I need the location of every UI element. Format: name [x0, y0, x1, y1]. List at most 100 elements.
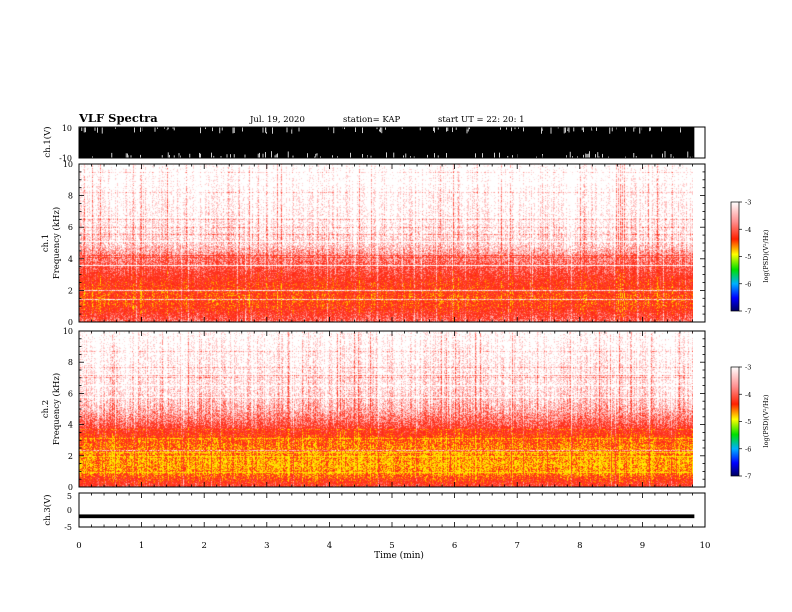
x-tick-label: 8 [577, 541, 582, 551]
ch1-waveform-gap [257, 153, 259, 158]
ch1-waveform-gap [649, 127, 650, 132]
ch1-waveform-gap [272, 127, 273, 134]
ch1-waveform-gap [452, 127, 453, 133]
colorbar-tick-label: -6 [745, 280, 751, 288]
ch1-waveform-gap [609, 127, 611, 134]
ch1-waveform-gap [413, 156, 415, 158]
ch1-colorbar-scale [730, 201, 740, 312]
ch1-waveform-gap [307, 153, 308, 158]
ch1-waveform-gap [536, 156, 537, 158]
ch1-waveform-gap [173, 155, 175, 158]
ch1-waveform-gap [259, 152, 260, 158]
ch1-waveform-gap [446, 153, 447, 158]
colorbar-tick-label: -5 [745, 418, 751, 426]
ch1-waveform-gap [500, 127, 501, 130]
ch1-waveform-gap [475, 153, 476, 158]
y-tick-label: 10 [63, 160, 73, 169]
ch1-waveform-gap [662, 153, 663, 158]
y-tick-label: 4 [68, 255, 73, 264]
ch1-waveform-gap [169, 155, 170, 158]
ch1-waveform-gap [233, 127, 235, 133]
ch1-waveform-gap [650, 127, 651, 131]
ch1-waveform-gap [506, 127, 507, 130]
ch1-waveform-gap [265, 152, 266, 158]
ch1-waveform-gap [83, 127, 85, 133]
ch1-waveform-gap [220, 156, 222, 158]
ch1-waveform-gap [315, 153, 317, 158]
ch1-waveform-gap [634, 127, 636, 129]
colorbar-tick-label: -5 [745, 253, 751, 261]
ch1-waveform-gap [262, 153, 264, 158]
ch1-waveform-gap [161, 155, 163, 158]
ch1-waveform-gap [595, 154, 596, 158]
ch1-waveform-gap [596, 127, 597, 131]
ch1-waveform-gap [568, 127, 570, 133]
y-tick-label: 0 [68, 318, 73, 327]
ch1-waveform-gap [140, 127, 141, 132]
ch1-waveform-gap [661, 127, 662, 132]
ch1-waveform-gap [244, 154, 246, 158]
ch3-waveform-frame [78, 492, 706, 528]
ch1-waveform-gap [625, 127, 626, 132]
ch1-spectrogram-panel: 0 2 4 6 8 10 ch.1 Frequency (kHz) [41, 160, 706, 327]
ch1-waveform-gap [230, 154, 231, 158]
ch1-waveform-gap [362, 153, 363, 158]
ch1-colorbar: -3 -4 -5 -6 -7 log(PSD)(V²/Hz) [730, 199, 770, 316]
ch1-waveform-gap [167, 127, 169, 130]
colorbar-tick-label: -3 [745, 199, 751, 207]
ch1-waveform-gap [385, 127, 386, 130]
x-tick-label: 5 [389, 541, 394, 551]
ch1-waveform-gap [557, 127, 559, 129]
ch1-waveform-gap [433, 127, 434, 132]
ch1-waveform-gap [403, 155, 404, 158]
ch3-waveform-ylabel: ch.3(V) [42, 494, 53, 525]
colorbar-tick-label: -4 [745, 226, 751, 234]
ch1-waveform-gap [292, 155, 294, 158]
ch1-waveform-gap [455, 127, 457, 130]
ch1-waveform-gap [167, 152, 169, 158]
ch1-waveform-gap [130, 155, 132, 158]
ch1-waveform-gap [344, 127, 345, 130]
ch1-waveform-gap [164, 127, 165, 129]
ch1-waveform-gap [466, 127, 468, 134]
ch1-waveform-gap [507, 155, 509, 158]
ch1-waveform-gap [565, 127, 566, 133]
ch1-waveform-gap [633, 127, 635, 132]
ch1-waveform-gap [577, 156, 578, 158]
ch2-colorbar-label: log(PSD)(V²/Hz) [762, 394, 770, 447]
ch1-waveform-gap [125, 153, 127, 158]
ch1-waveform-gap [625, 156, 626, 158]
ch1-waveform-gap [262, 127, 264, 133]
ch1-waveform-gap [386, 152, 387, 158]
x-tick-label: 6 [452, 541, 457, 551]
ch1-waveform-gap [611, 127, 613, 132]
ch1-waveform-gap [514, 127, 516, 130]
ch1-waveform-gap [585, 153, 587, 158]
ch1-waveform-gap [94, 127, 96, 131]
x-tick-label: 9 [640, 541, 645, 551]
ch1-waveform-gap [213, 155, 215, 158]
ch1-waveform-gap [221, 127, 223, 131]
ch1-waveform-gap [541, 127, 542, 134]
ch1-spectrogram-ylabel-channel: ch.1 [41, 234, 51, 252]
ch1-waveform-gap [287, 151, 289, 158]
ch1-waveform-gap [569, 151, 571, 158]
ch1-waveform-gap [211, 152, 212, 158]
ch1-waveform-gap [446, 127, 447, 132]
ch1-waveform-gap [589, 151, 590, 158]
ch1-waveform-gap [511, 127, 512, 132]
ch3-ytick-top: 5 [67, 492, 72, 501]
ch2-colorbar: -3 -4 -5 -6 -7 log(PSD)(V²/Hz) [730, 364, 770, 481]
ch1-colorbar-label: log(PSD)(V²/Hz) [762, 229, 770, 282]
ch2-spectrogram-ylabel-frequency: Frequency (kHz) [51, 373, 62, 445]
ch2-spectrogram-panel: 0 2 4 6 8 10 ch.2 Frequency (kHz) [41, 327, 706, 492]
ch1-waveform-gap [97, 127, 98, 133]
ch1-waveform-gap [179, 155, 181, 158]
ch1-waveform-gap [566, 155, 567, 158]
colorbar-tick-label: -6 [745, 445, 751, 453]
ch1-waveform-gap [370, 155, 372, 158]
ch2-spectrogram-image [79, 331, 693, 487]
ch1-waveform-gap [127, 153, 128, 158]
y-tick-label: 2 [68, 452, 73, 461]
ch3-ytick-middle: 0 [67, 506, 72, 515]
